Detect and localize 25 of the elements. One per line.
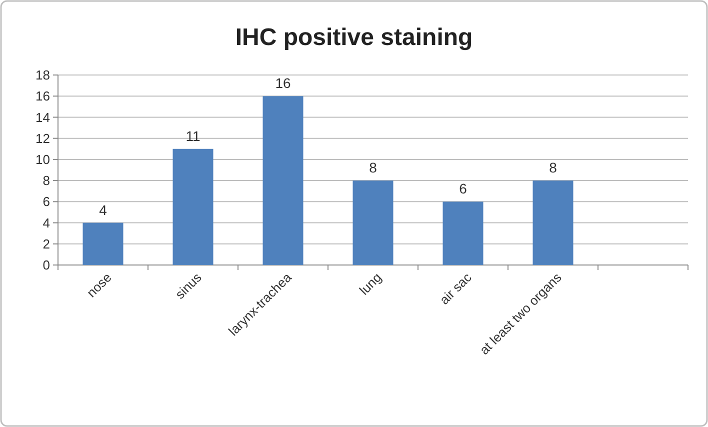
data-label: 16 (275, 75, 291, 92)
x-tick-label: lung (356, 270, 384, 298)
y-tick-label: 6 (42, 194, 50, 210)
y-tick-label: 12 (36, 130, 50, 146)
bar (442, 202, 484, 265)
y-tick-label: 14 (36, 110, 50, 125)
chart-title: IHC positive staining (235, 24, 473, 51)
y-tick-label: 10 (36, 152, 50, 167)
y-tick-label: 8 (42, 173, 50, 188)
data-label: 4 (99, 202, 108, 218)
bar (82, 222, 124, 265)
y-tick-label: 0 (42, 258, 50, 273)
y-tick-label: 16 (36, 88, 50, 104)
bar (532, 180, 574, 265)
data-label: 8 (549, 160, 558, 176)
bar (262, 96, 304, 265)
data-label: 8 (369, 160, 378, 176)
data-label: 6 (459, 180, 468, 197)
y-tick-label: 18 (36, 68, 50, 83)
bar (172, 148, 214, 265)
y-tick-label: 4 (42, 215, 50, 230)
bar (352, 180, 394, 265)
data-label: 11 (186, 128, 200, 144)
x-tick-label: air sac (436, 269, 475, 308)
y-tick-label: 2 (42, 236, 50, 252)
